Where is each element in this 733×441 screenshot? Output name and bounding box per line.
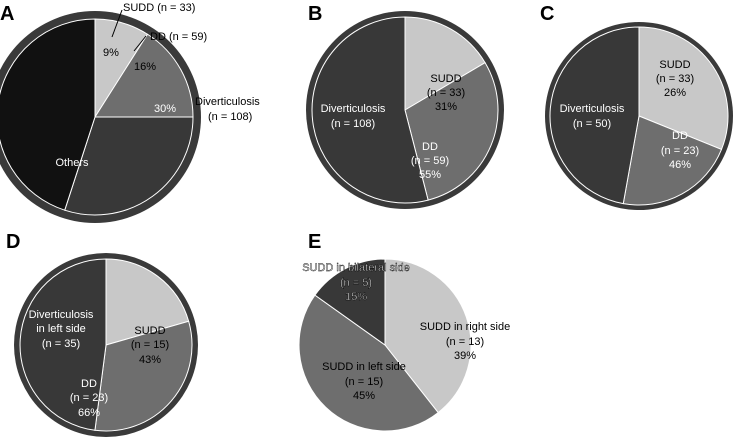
pie-c-label-sudd-n: (n = 33) bbox=[656, 73, 694, 85]
pie-b-label-sudd-n: (n = 33) bbox=[427, 87, 465, 99]
pie-a-label-diverticulosis-n: (n = 108) bbox=[208, 111, 252, 123]
pie-e-slice-sudd-left bbox=[298, 294, 439, 432]
pie-a-leader-dd bbox=[133, 35, 147, 52]
pie-c-label-diverticulosis: Diverticulosis bbox=[560, 103, 625, 115]
pie-c-label-dd: DD bbox=[672, 130, 688, 142]
pie-e-label-left-pct: 45% bbox=[353, 390, 375, 402]
pie-e-label-bilateral-pct: 15% bbox=[345, 291, 367, 303]
pie-c-label-dd-n: (n = 23) bbox=[661, 145, 699, 157]
pie-c-slice-sudd bbox=[638, 26, 729, 151]
pie-e-label-left: SUDD in left side bbox=[322, 361, 406, 373]
panel-letter-a: A bbox=[0, 3, 14, 25]
pie-e bbox=[298, 258, 472, 432]
pie-d-label-sudd-pct: 43% bbox=[139, 354, 161, 366]
pie-b bbox=[306, 11, 504, 209]
pie-b-label-diverticulosis: Diverticulosis bbox=[321, 103, 386, 115]
pie-e-label-bilateral-n: (n = 5) bbox=[340, 277, 372, 289]
panel-letter-e: E bbox=[308, 231, 321, 253]
pie-c-label-dd-pct: 46% bbox=[669, 159, 691, 171]
pie-e-label-left-n: (n = 15) bbox=[345, 376, 383, 388]
panel-letter-d: D bbox=[6, 231, 20, 253]
pie-a-slice-dd bbox=[94, 33, 194, 118]
pie-c-slice-dd bbox=[622, 115, 723, 206]
pie-e-label-right-n: (n = 13) bbox=[446, 336, 484, 348]
pie-d-label-diverticulosis: Diverticulosis bbox=[29, 309, 94, 321]
panel-letter-b: B bbox=[308, 3, 322, 25]
pie-a-slice-diverticulosis bbox=[64, 116, 194, 216]
pie-b-label-sudd-pct: 31% bbox=[435, 101, 457, 113]
pie-d-label-dd-n: (n = 23) bbox=[70, 392, 108, 404]
pie-b-label-dd-n: (n = 59) bbox=[411, 155, 449, 167]
pie-a-leader-sudd bbox=[111, 9, 123, 38]
pie-b-slice-diverticulosis bbox=[311, 16, 429, 204]
pie-b-label-diverticulosis-n: (n = 108) bbox=[331, 118, 375, 130]
pie-d-label-diverticulosis-n: (n = 35) bbox=[42, 338, 80, 350]
pie-a-slice-others bbox=[0, 18, 96, 211]
pie-c-label-sudd: SUDD bbox=[659, 59, 690, 71]
pie-c-slice-diverticulosis bbox=[549, 26, 640, 205]
pie-d bbox=[14, 253, 198, 437]
pie-a-pct-sudd: 9% bbox=[103, 47, 119, 59]
pie-d-slice-diverticulosis-left bbox=[19, 258, 107, 431]
pie-b-slice-dd bbox=[404, 61, 499, 201]
pie-d-label-sudd-n: (n = 15) bbox=[131, 339, 169, 351]
pie-e-slice-sudd-bilateral bbox=[314, 258, 386, 346]
pie-d-label-dd: DD bbox=[81, 378, 97, 390]
pie-a-label-sudd: SUDD (n = 33) bbox=[123, 2, 195, 14]
pie-b-slice-sudd bbox=[404, 16, 486, 111]
pie-a-pct-diverticulosis: 30% bbox=[154, 103, 176, 115]
pie-a-label-diverticulosis: Diverticulosis bbox=[195, 96, 260, 108]
pie-b-label-dd-pct: 55% bbox=[419, 169, 441, 181]
pie-c-label-diverticulosis-n: (n = 50) bbox=[573, 118, 611, 130]
pie-e-label-right: SUDD in right side bbox=[420, 321, 510, 333]
pie-a-label-others: Others bbox=[55, 157, 89, 169]
pie-a-label-dd: DD (n = 59) bbox=[150, 31, 207, 43]
pie-d-slice-dd bbox=[94, 320, 193, 432]
pie-e-label-bilateral: SUDD in bilateral side bbox=[302, 262, 410, 274]
pie-c-label-sudd-pct: 26% bbox=[664, 87, 686, 99]
pie-d-label-diverticulosis-side: in left side bbox=[36, 323, 86, 335]
pie-a-pct-dd: 16% bbox=[134, 61, 156, 73]
pie-b-label-dd: DD bbox=[422, 141, 438, 153]
pie-a bbox=[0, 11, 201, 223]
pie-b-label-sudd: SUDD bbox=[430, 73, 461, 85]
pie-d-slice-sudd bbox=[105, 258, 190, 346]
pie-d-label-sudd: SUDD bbox=[134, 325, 165, 337]
panel-letter-c: C bbox=[540, 3, 554, 25]
pie-c bbox=[545, 22, 733, 210]
pie-d-label-dd-pct: 66% bbox=[78, 407, 100, 419]
pie-e-slice-sudd-right bbox=[384, 258, 472, 414]
pie-e-label-right-pct: 39% bbox=[454, 350, 476, 362]
